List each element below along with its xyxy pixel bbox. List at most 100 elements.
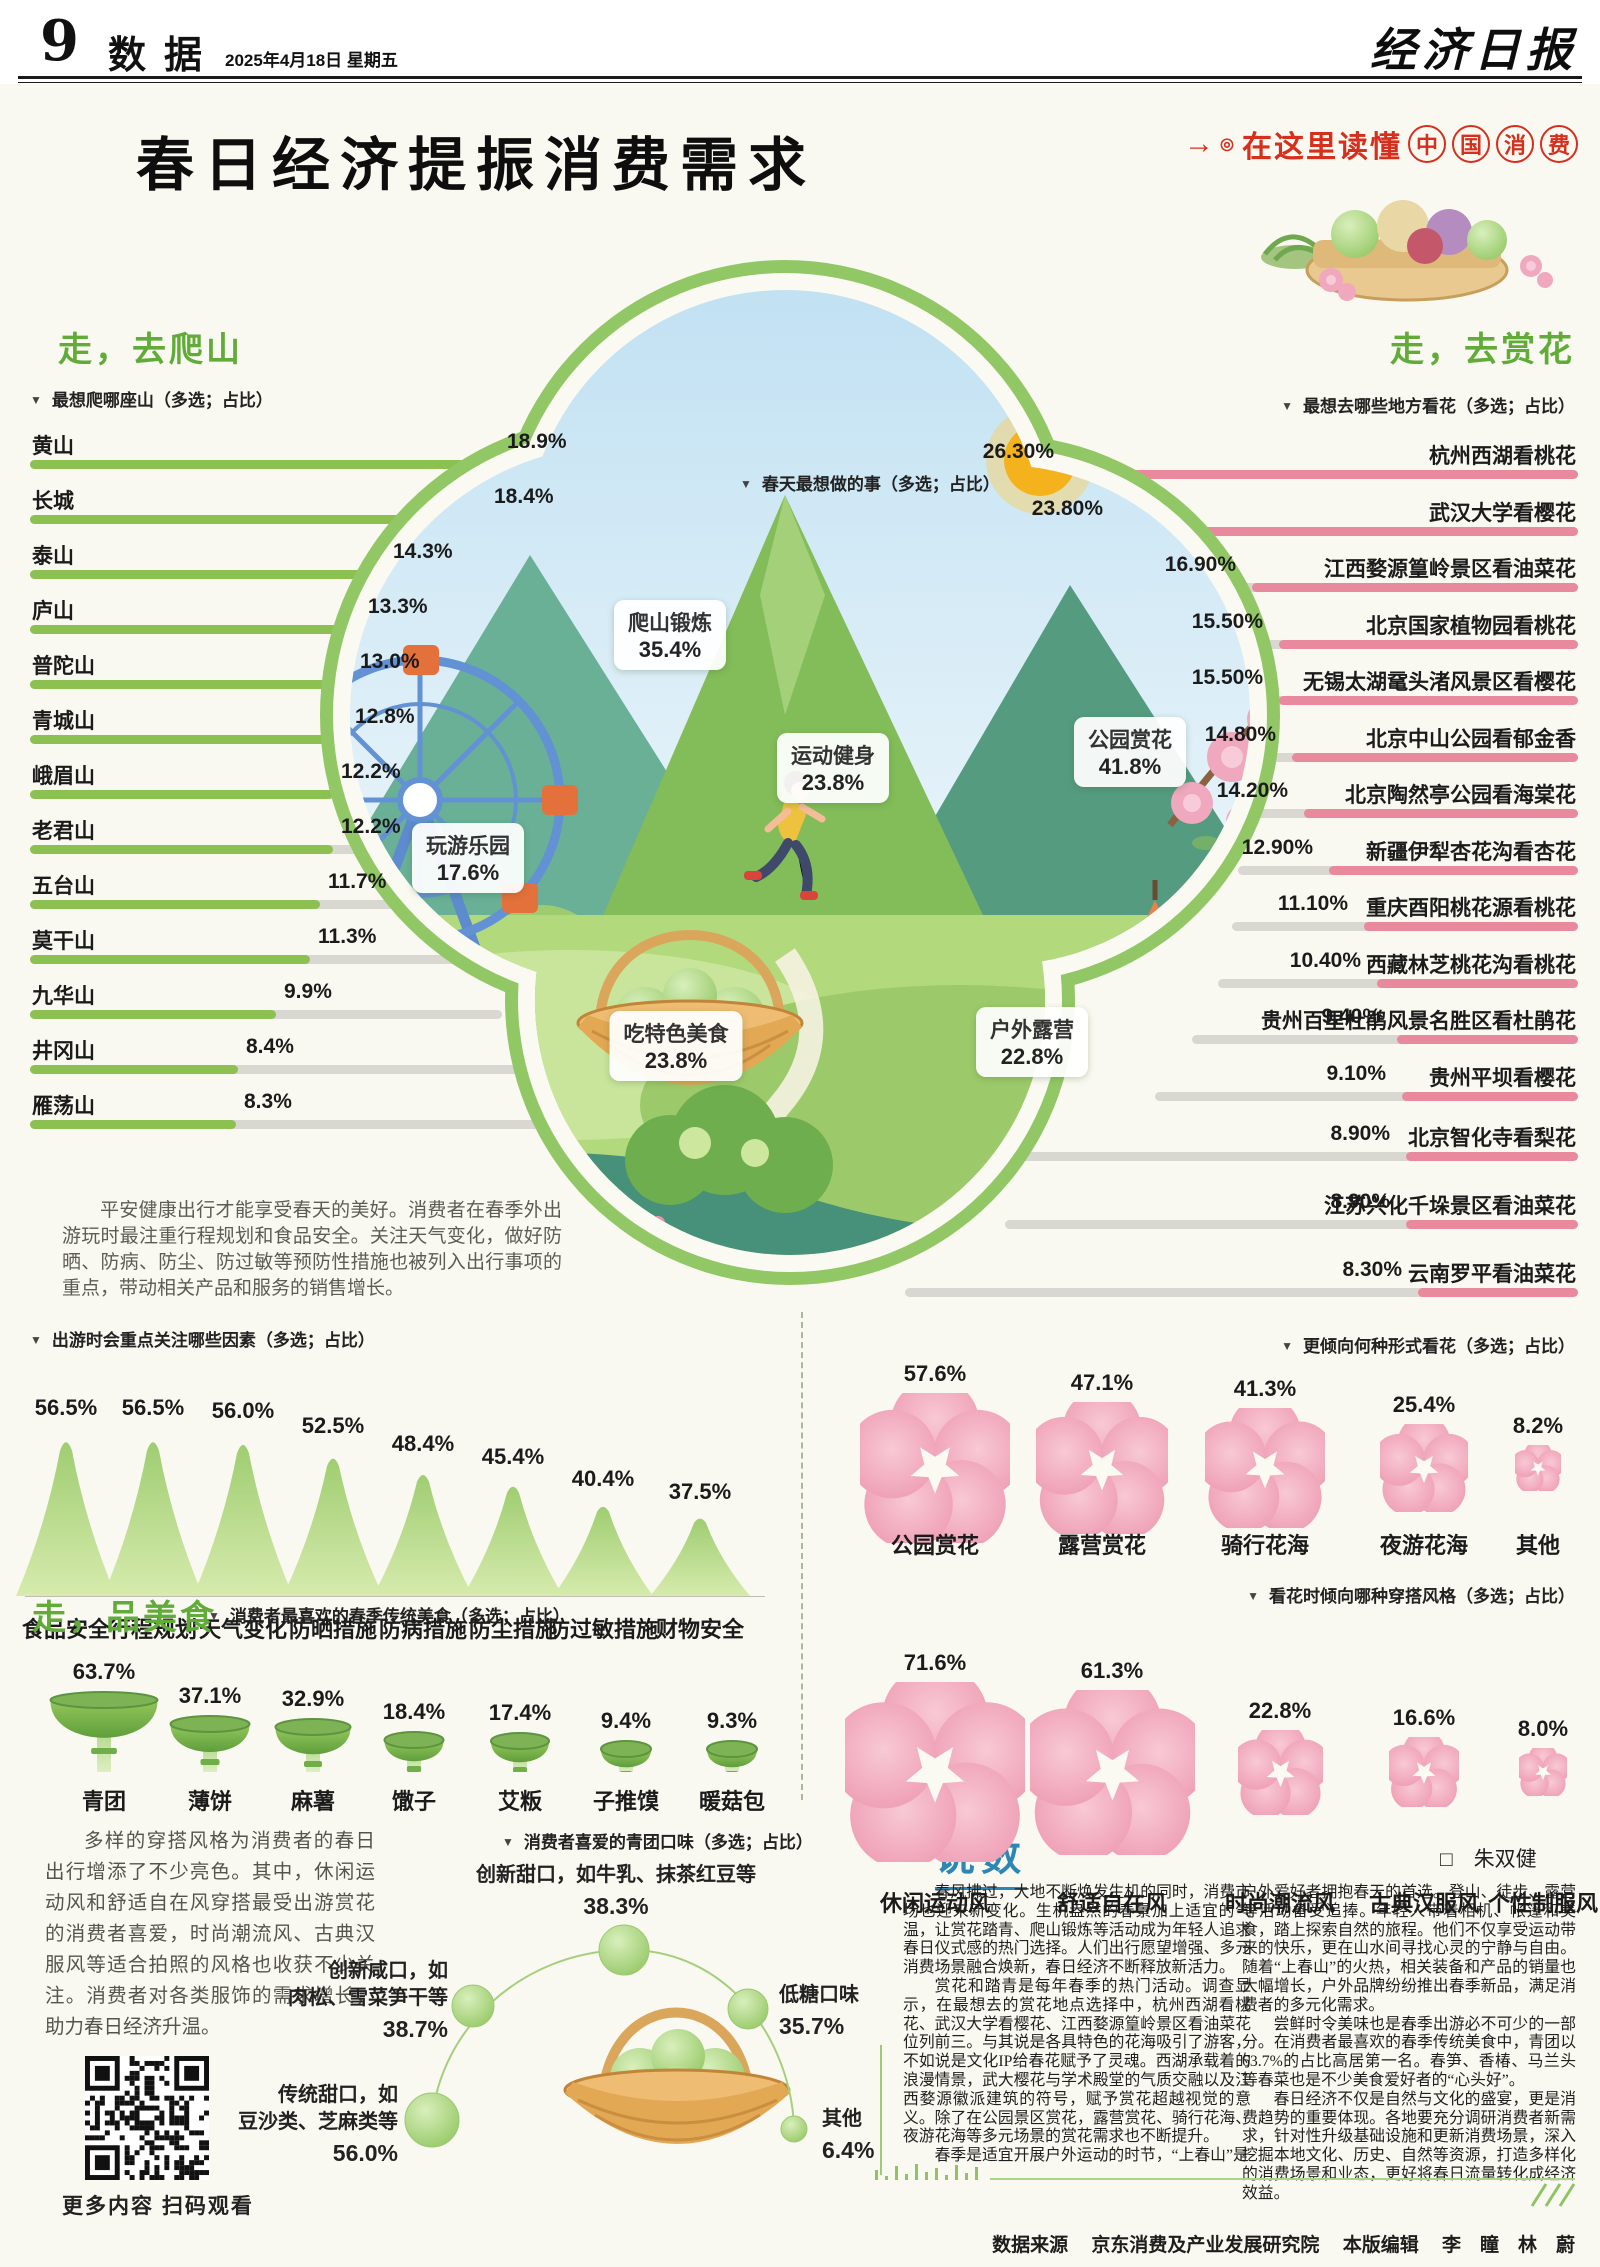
flavor-value: 35.7% — [779, 2013, 845, 2039]
bar-fill — [1329, 866, 1578, 875]
factor-value: 56.5% — [34, 1395, 98, 1420]
blossom-value: 71.6% — [903, 1650, 967, 1675]
badge-char: 费 — [1540, 125, 1578, 163]
bar-fill — [1304, 809, 1578, 818]
bar-row: 庐山 13.3% — [30, 595, 630, 637]
bar-track — [1155, 1092, 1578, 1101]
place-name: 北京智化寺看梨花 — [1408, 1127, 1576, 1150]
food-value: 32.9% — [281, 1686, 345, 1711]
bar-row: 九华山 9.9% — [30, 980, 630, 1022]
blossom-value: 47.1% — [1070, 1370, 1134, 1395]
factor-value: 37.5% — [668, 1479, 732, 1504]
food-section-heading: 走，品美食 — [32, 1599, 217, 1637]
bar-value: 8.90% — [1330, 1190, 1390, 1213]
activity-chip: 吃特色美食 23.8% — [609, 1011, 743, 1081]
bar-fill — [1070, 470, 1578, 479]
bar-row: 莫干山 11.3% — [30, 925, 630, 967]
mountain-name: 普陀山 — [32, 655, 95, 678]
blossom-glyph-icon — [1519, 1748, 1567, 1796]
outfit-styles-header: ▼ 看花时倾向哪种穿搭风格（多选；占比） — [1247, 1587, 1575, 1606]
factor-label: 防尘措施 — [468, 1617, 558, 1642]
place-name: 北京中山公园看郁金香 — [1366, 728, 1576, 751]
flavor-text: 传统甜口，如 豆沙类、芝麻类等 — [238, 2084, 398, 2133]
bar-track — [30, 1120, 592, 1129]
bar-row: 新疆伊犁杏花沟看杏花 12.90% — [600, 836, 1578, 878]
bar-value: 10.40% — [1289, 949, 1361, 972]
bar-value: 9.40% — [1321, 1005, 1381, 1028]
flavor-text: 低糖口味 — [779, 1984, 859, 2006]
flavor-label: 低糖口味 35.7% — [779, 1982, 999, 2042]
bar-row: 峨眉山 12.2% — [30, 760, 630, 802]
bar-value: 14.20% — [1216, 779, 1288, 802]
shuoshu-paragraph: 春风拂过，大地不断焕发生机的同时，消费市场也迎来新变化。生机盎然的春景加上适宜的… — [903, 1884, 1251, 1977]
flavor-text: 创新甜口，如牛乳、抹茶红豆等 — [476, 1864, 756, 1886]
bar-row: 江西婺源篁岭景区看油菜花 16.90% — [600, 553, 1578, 595]
qingtuan-header: ▼ 消费者喜爱的青团口味（多选；占比） — [502, 1833, 813, 1852]
flavor-circle-icon — [598, 1924, 650, 1976]
bar-row: 五台山 11.7% — [30, 870, 630, 912]
bar-fill — [1418, 1288, 1578, 1297]
bar-fill — [30, 790, 333, 799]
factor-label: 行程规划 — [108, 1617, 198, 1642]
bar-row: 长城 18.4% — [30, 485, 630, 527]
safety-note: 平安健康出行才能享受春天的美好。消费者在春季外出游玩时最注重行程规划和食品安全。… — [62, 1200, 562, 1299]
credits-editors: 李 瞳 林 蔚 — [1441, 2235, 1575, 2256]
bar-row: 贵州平坝看樱花 9.10% — [600, 1062, 1578, 1104]
bowl-glyph-icon — [383, 1731, 445, 1772]
bar-row: 雁荡山 8.3% — [30, 1090, 630, 1132]
page-number: 9 — [40, 8, 79, 74]
shuoshu-footer-decoration — [875, 2164, 1576, 2207]
blossom-glyph-icon — [1036, 1402, 1168, 1534]
blossom-glyph-icon — [845, 1682, 1025, 1862]
blossom-value: 16.6% — [1392, 1705, 1456, 1730]
factor-label: 防过敏措施 — [547, 1617, 659, 1642]
bar-row: 北京国家植物园看桃花 15.50% — [600, 610, 1578, 652]
column-accent-line — [880, 2045, 882, 2175]
blossom-label: 公园赏花 — [890, 1533, 980, 1558]
bar-fill — [30, 680, 352, 689]
food-label: 薄饼 — [187, 1789, 233, 1814]
food-value: 17.4% — [488, 1700, 552, 1725]
bar-value: 14.3% — [393, 540, 453, 563]
blossom-glyph-icon — [1205, 1408, 1325, 1528]
bar-value: 12.2% — [341, 815, 401, 838]
section-name: 数据 — [108, 35, 221, 77]
bar-row: 重庆酉阳桃花源看桃花 11.10% — [600, 892, 1578, 934]
shuoshu-paragraph: 春季是适宜开展户外运动的时节，“上春山”是 — [934, 2147, 1249, 2165]
blossom-label: 舒适自在风 — [1056, 1891, 1168, 1916]
mountain-name: 泰山 — [32, 545, 74, 568]
place-name: 北京国家植物园看桃花 — [1366, 615, 1576, 638]
blossom-glyph-icon — [1237, 1729, 1323, 1815]
blossom-label: 个性制服风 — [1487, 1891, 1599, 1916]
place-name: 重庆酉阳桃花源看桃花 — [1366, 897, 1576, 920]
chip-label: 爬山锻炼 — [628, 612, 712, 635]
mountain-name: 长城 — [32, 490, 74, 513]
badge-char: 国 — [1452, 125, 1490, 163]
bar-track — [30, 1065, 540, 1074]
qingtuan-arc-chart — [404, 1924, 808, 2148]
credits-editor-label: 本版编辑 — [1342, 2235, 1419, 2256]
food-subtitle: ▼ 消费者最喜欢的春季传统美食（多选；占比） — [208, 1607, 570, 1626]
bar-fill — [30, 460, 499, 469]
bar-value: 15.50% — [1191, 666, 1263, 689]
bar-value: 8.90% — [1330, 1122, 1390, 1145]
bar-value: 14.80% — [1204, 723, 1276, 746]
triangle-marker-icon: ▼ — [1281, 1339, 1293, 1353]
bar-fill — [1402, 1092, 1578, 1101]
flavor-circle-icon — [727, 1988, 769, 2030]
bowl-glyph-icon — [49, 1691, 159, 1772]
badge-char: 中 — [1408, 125, 1446, 163]
bar-row: 泰山 14.3% — [30, 540, 630, 582]
bar-fill — [1119, 527, 1578, 536]
mountain-name: 老君山 — [32, 820, 95, 843]
chip-label: 运动健身 — [791, 745, 875, 768]
bar-row: 青城山 12.8% — [30, 705, 630, 747]
masthead-logo: 经济日报 — [1370, 23, 1578, 77]
blossom-value: 8.0% — [1517, 1716, 1569, 1741]
bar-row: 老君山 12.2% — [30, 815, 630, 857]
factor-label: 防病措施 — [378, 1617, 468, 1642]
food-label: 子推馍 — [592, 1789, 660, 1814]
bar-fill — [30, 735, 347, 744]
bar-value: 26.30% — [982, 440, 1054, 463]
